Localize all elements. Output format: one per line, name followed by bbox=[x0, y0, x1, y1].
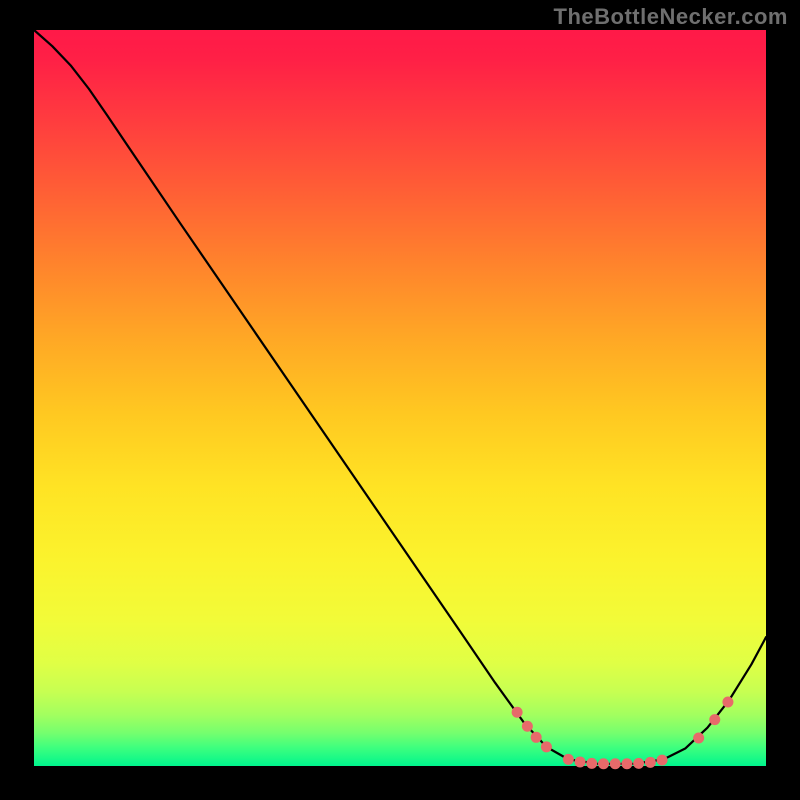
data-marker bbox=[693, 733, 704, 744]
data-marker bbox=[610, 758, 621, 769]
data-marker bbox=[575, 756, 586, 767]
watermark-text: TheBottleNecker.com bbox=[554, 4, 788, 30]
data-marker bbox=[531, 732, 542, 743]
data-marker bbox=[645, 757, 656, 768]
data-marker bbox=[563, 754, 574, 765]
bottleneck-chart bbox=[0, 0, 800, 800]
data-marker bbox=[541, 741, 552, 752]
data-marker bbox=[722, 696, 733, 707]
data-marker bbox=[657, 755, 668, 766]
data-marker bbox=[586, 758, 597, 769]
data-marker bbox=[709, 714, 720, 725]
data-marker bbox=[633, 758, 644, 769]
data-marker bbox=[522, 721, 533, 732]
plot-background bbox=[34, 30, 766, 766]
chart-frame: TheBottleNecker.com bbox=[0, 0, 800, 800]
data-marker bbox=[598, 758, 609, 769]
data-marker bbox=[512, 707, 523, 718]
data-marker bbox=[621, 758, 632, 769]
